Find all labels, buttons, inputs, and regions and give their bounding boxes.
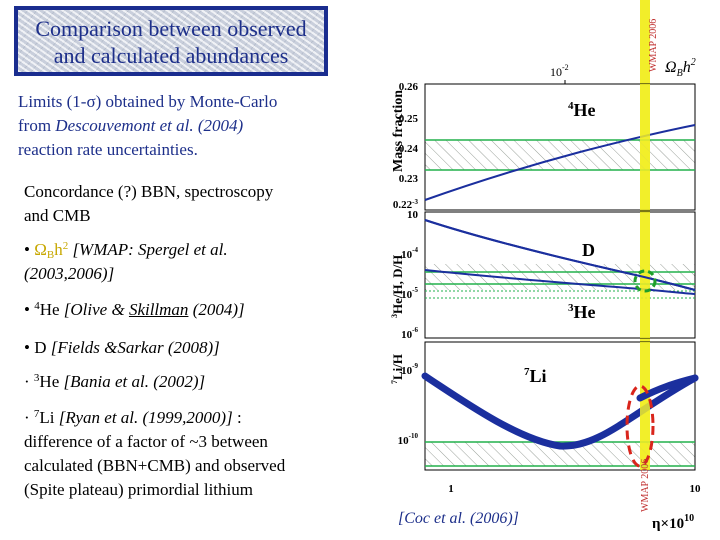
he4-ref-post: (2004)]: [188, 300, 245, 319]
he4-superscript: 4: [34, 300, 40, 312]
he4-tick: 0.23: [399, 173, 419, 185]
he4-tick: 0.22-3: [393, 198, 419, 211]
dh-wmap-strip: [640, 212, 650, 338]
wmap-ref-line1: [WMAP: Spergel et al.: [72, 240, 228, 259]
panel-he4: 0.26 0.25 0.24 0.23 0.22-3 Mass fraction…: [391, 81, 696, 211]
bullet-he3: · 3He [Bania et al. (2002)]: [24, 370, 205, 394]
d-species-label: D: [582, 240, 595, 260]
slide-title-line1: Comparison between observed: [35, 16, 307, 41]
bullet-d: • D [Fields &Sarkar (2008)]: [24, 336, 220, 360]
limits-line2-pre: from: [18, 116, 56, 135]
bottom-axis-tick-right: 10: [690, 483, 702, 495]
li-curve-overlay: [636, 374, 699, 402]
slide-title-box: Comparison between observed and calculat…: [14, 6, 328, 76]
d-ref: [Fields &Sarkar (2008)]: [50, 338, 220, 357]
top-axis-tick: 10-2: [550, 63, 569, 79]
top-axis-label: ΩBh2: [665, 57, 696, 79]
he4-wmap-strip: [640, 84, 650, 210]
figure-citation: [Coc et al. (2006)]: [398, 510, 519, 527]
limits-line1-post: ) obtained by Monte-Carlo: [95, 92, 278, 111]
li7-line3: calculated (BBN+CMB) and observed: [24, 456, 286, 475]
bullet-dot: •: [24, 300, 30, 319]
limits-line1-pre: Limits (1-: [18, 92, 87, 111]
bullet-wmap: • ΩBh2 [WMAP: Spergel et al. (2003,2006)…: [24, 238, 228, 286]
omega-subscript: B: [46, 249, 55, 261]
bottom-axis-label: η×1010: [652, 513, 694, 532]
concordance-line1: Concordance (?) BBN, spectroscopy: [24, 182, 274, 201]
wmap-label-bottom: WMAP 2006: [640, 459, 651, 512]
li-tick: 10-10: [398, 432, 419, 447]
limits-line3: reaction rate uncertainties.: [18, 140, 198, 159]
li-panel-frame: [424, 341, 696, 471]
he4-panel-frame: [424, 83, 696, 211]
panel-dh: 10 10-4 10-5 10-6 3He/H, D/H D 3He: [390, 209, 696, 341]
bullet-dot: •: [24, 240, 30, 259]
he4-curve: [424, 124, 696, 201]
bullet-dot: •: [24, 338, 30, 357]
bullet-li7: · 7Li [Ryan et al. (1999,2000)] : differ…: [24, 406, 285, 502]
he4-tick: 0.24: [399, 143, 419, 155]
he3-ref: [Bania et al. (2002)]: [63, 372, 206, 391]
dh-top-tick: 10: [407, 209, 419, 221]
dh-panel-frame: [424, 211, 696, 339]
he4-ref-pre: [Olive &: [63, 300, 129, 319]
dh-tick: 10-4: [401, 246, 418, 261]
sigma-symbol: σ: [86, 92, 96, 111]
dh-ylabel: 3He/H, D/H: [390, 255, 405, 318]
d-concordance-highlight: [633, 269, 657, 293]
li7-superscript: 7: [33, 408, 40, 420]
bullet-he4: • 4He [Olive & Skillman (2004)]: [24, 298, 245, 322]
li-species-label: 7Li: [524, 366, 547, 386]
li7-line2: difference of a factor of ~3 between: [24, 432, 268, 451]
bottom-axis-tick-left: 1: [448, 483, 454, 495]
li-discrepancy-highlight: [625, 384, 655, 468]
panel-li: 10-9 10-10 7Li/H 7Li: [390, 341, 699, 471]
descouvemont-ref: Descouvemont et al. (2004): [55, 116, 244, 135]
limits-text: Limits (1-σ) obtained by Monte-Carlo fro…: [18, 90, 277, 162]
omega-superscript: 2: [62, 240, 69, 252]
he3-curve: [424, 269, 696, 295]
wmap-label: WMAP 2006: [648, 19, 659, 72]
li7-ref-tail: :: [232, 408, 242, 427]
he3-species-label: 3He: [568, 302, 596, 322]
li-tick: 10-9: [401, 362, 418, 377]
li-wmap-strip: [640, 342, 650, 470]
slide-title-line2: and calculated abundances: [53, 43, 289, 68]
he3-superscript: 3: [33, 372, 40, 384]
he4-ref-skillman: Skillman: [128, 300, 189, 319]
li7-line4: (Spite plateau) primordial lithium: [24, 480, 253, 499]
bullet-dot: ·: [24, 408, 30, 427]
omega-h: h: [54, 240, 63, 259]
d-label: D: [34, 338, 47, 357]
wmap-ref-line2: (2003,2006)]: [24, 264, 115, 283]
he4-tick: 0.25: [399, 113, 419, 125]
he4-label: He: [39, 300, 60, 319]
dh-tick: 10-6: [401, 326, 418, 341]
li7-label: Li: [39, 408, 55, 427]
d-curve-overlay: [424, 219, 696, 291]
concordance-text: Concordance (?) BBN, spectroscopy and CM…: [24, 180, 273, 228]
he3-label: He: [39, 372, 60, 391]
he4-tick: 0.26: [399, 81, 419, 93]
he4-observation-hatch: [425, 140, 695, 170]
bullet-dot: ·: [24, 372, 30, 391]
li-curve: [421, 372, 699, 450]
he4-species-label: 4He: [568, 100, 596, 120]
li-ylabel: 7Li/H: [390, 354, 405, 384]
li7-ref: [Ryan et al. (1999,2000)]: [58, 408, 233, 427]
he4-ylabel: Mass fraction: [391, 90, 406, 172]
omega-symbol: Ω: [34, 240, 47, 259]
concordance-line2: and CMB: [24, 206, 91, 225]
dh-tick: 10-5: [401, 286, 418, 301]
